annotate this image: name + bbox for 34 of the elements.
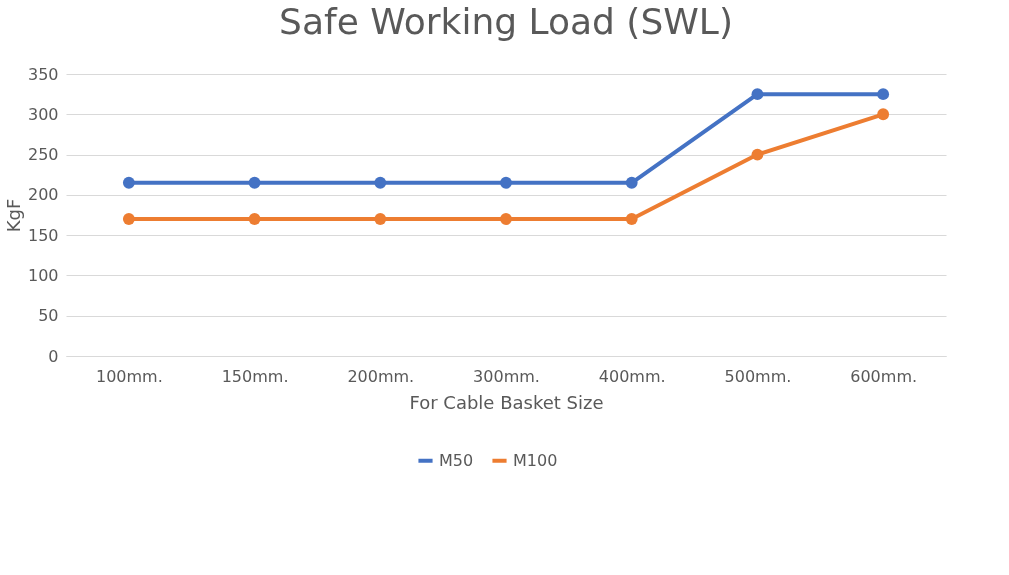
legend-label: M50 [439,450,474,470]
point [374,176,387,189]
y-tick-label: 0 [48,346,59,366]
chart-title: Safe Working Load (SWL) [279,1,733,42]
x-tick-label: 150mm. [221,366,289,386]
y-tick-label: 300 [27,104,59,124]
y-tick-label: 350 [27,64,59,84]
point [625,213,638,225]
legend-label: M100 [513,450,558,470]
y-tick-label: 200 [27,185,59,205]
point [751,148,764,161]
y-axis-title: KgF [2,198,24,233]
y-tick-label: 50 [38,306,59,326]
point [122,176,135,189]
x-tick-label: 600mm. [850,366,918,386]
point [625,176,638,189]
point [248,213,261,225]
y-tick-label: 250 [27,145,59,165]
x-tick-label: 400mm. [598,366,666,386]
point [374,213,387,225]
x-axis-title: For Cable Basket Size [409,391,604,413]
x-tick-label: 200mm. [347,366,415,386]
x-tick-label: 300mm. [473,366,540,386]
point [751,88,764,101]
point [877,108,890,121]
point [877,88,890,101]
point [248,176,261,189]
y-tick-label: 150 [27,225,59,245]
y-tick-label: 100 [27,265,59,285]
point [500,176,512,189]
x-tick-label: 500mm. [724,366,792,386]
point [500,213,512,225]
point [122,213,135,225]
x-tick-label: 100mm. [95,366,163,386]
